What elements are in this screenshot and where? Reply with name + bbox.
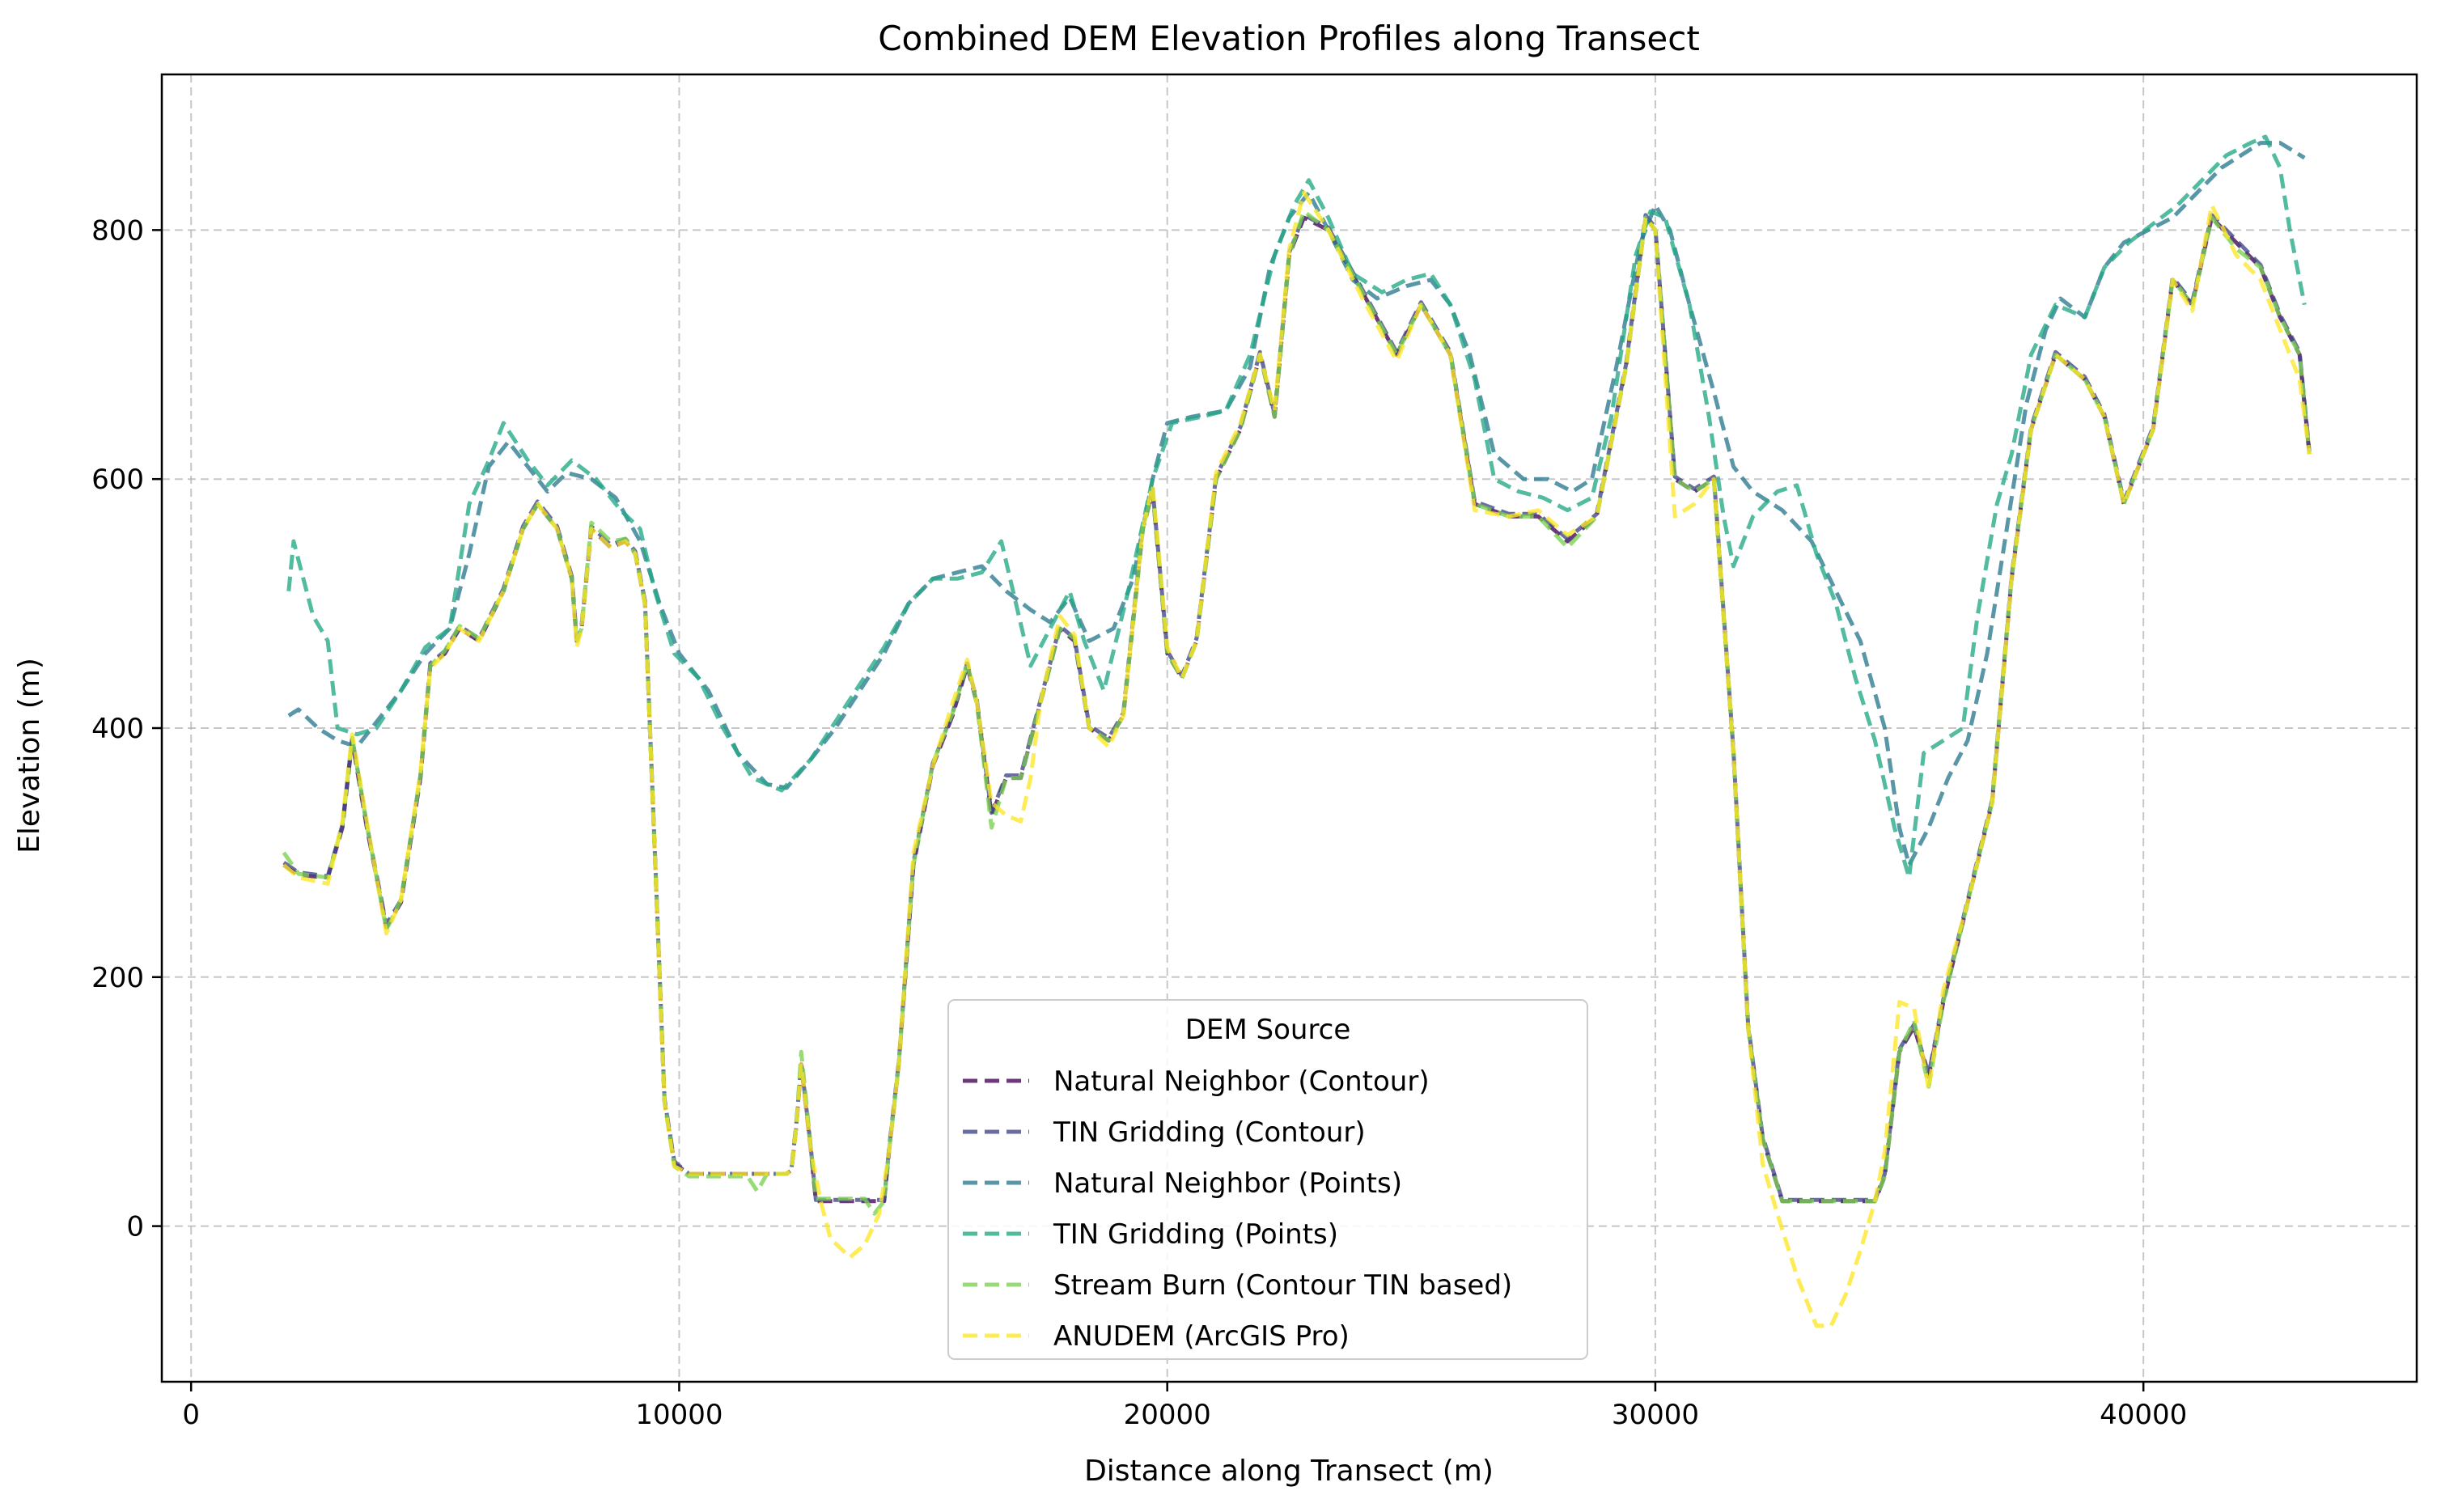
y-tick-label-1: 200 bbox=[91, 962, 144, 994]
y-tick-label-2: 400 bbox=[91, 713, 144, 745]
legend-title: DEM Source bbox=[1185, 1014, 1351, 1046]
series-lines bbox=[282, 134, 2312, 1328]
legend-entry-3: TIN Gridding (Points) bbox=[1053, 1218, 1338, 1251]
legend-entry-4: Stream Burn (Contour TIN based) bbox=[1053, 1269, 1512, 1302]
legend-box bbox=[947, 999, 1588, 1360]
x-axis-label: Distance along Transect (m) bbox=[1084, 1455, 1494, 1488]
x-tick-label-3: 30000 bbox=[1612, 1399, 1699, 1431]
grid-lines bbox=[162, 74, 2417, 1382]
legend-entry-2: Natural Neighbor (Points) bbox=[1053, 1167, 1402, 1200]
series-line-3 bbox=[286, 134, 2307, 880]
x-tick-label-1: 10000 bbox=[635, 1399, 723, 1431]
y-tick-label-0: 0 bbox=[126, 1211, 144, 1243]
y-tick-label-3: 600 bbox=[91, 464, 144, 496]
y-axis-label: Elevation (m) bbox=[13, 658, 46, 853]
chart-title: Combined DEM Elevation Profiles along Tr… bbox=[878, 19, 1700, 58]
legend: DEM Source Natural Neighbor (Contour) TIN… bbox=[947, 999, 1588, 1360]
x-tick-label-4: 40000 bbox=[2100, 1399, 2187, 1431]
y-tick-label-4: 800 bbox=[91, 214, 144, 247]
axis-ticks: 0 10000 20000 30000 40000 0 200 400 600 800 bbox=[91, 214, 2187, 1431]
legend-entry-5: ANUDEM (ArcGIS Pro) bbox=[1053, 1320, 1350, 1353]
x-tick-label-2: 20000 bbox=[1124, 1399, 1211, 1431]
x-tick-label-0: 0 bbox=[182, 1399, 200, 1431]
legend-entry-0: Natural Neighbor (Contour) bbox=[1053, 1065, 1430, 1098]
legend-entry-1: TIN Gridding (Contour) bbox=[1053, 1116, 1366, 1149]
